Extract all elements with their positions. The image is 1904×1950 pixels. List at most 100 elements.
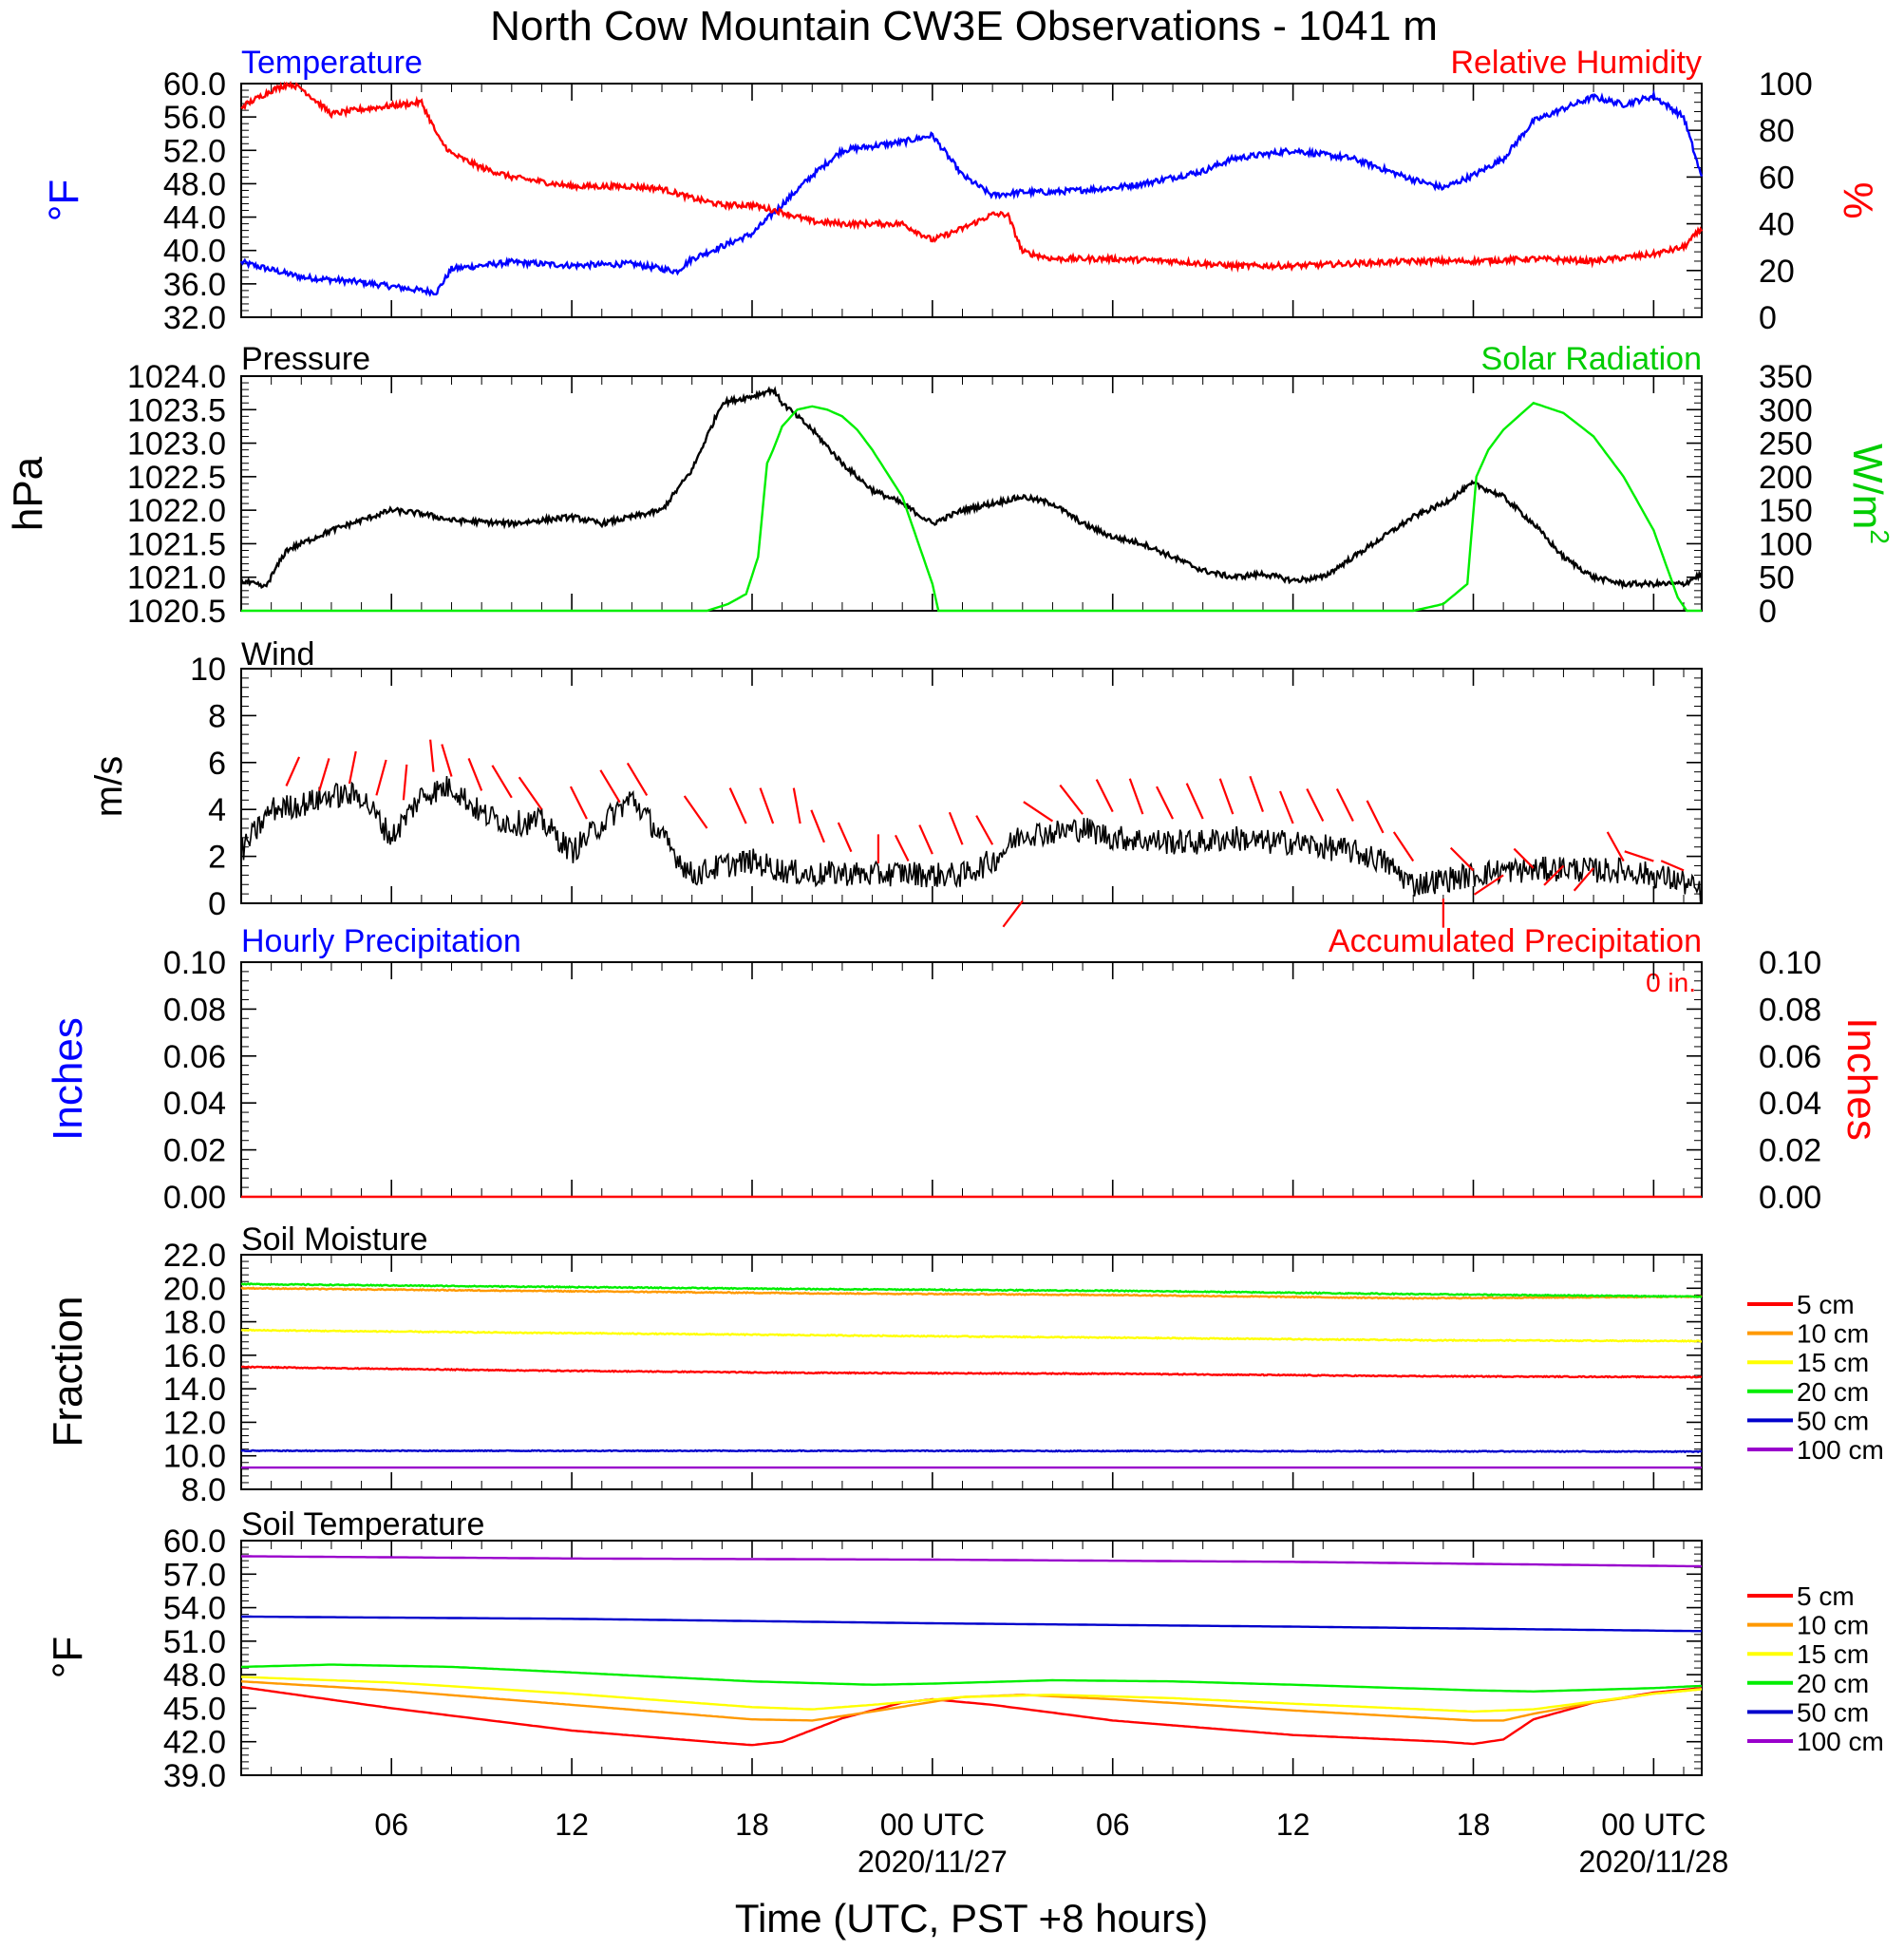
wind-barb bbox=[1513, 847, 1535, 869]
temperature-label: Temperature bbox=[241, 45, 423, 81]
y-tick-label-left: 48.0 bbox=[163, 1657, 226, 1694]
panel-wind-frame bbox=[240, 668, 1703, 904]
legend-label: 50 cm bbox=[1797, 1697, 1869, 1727]
panel-precipitation-frame bbox=[240, 961, 1703, 1198]
legend-label: 20 cm bbox=[1797, 1377, 1869, 1407]
y-tick-label-left: 1023.0 bbox=[127, 426, 226, 463]
wind-barb bbox=[1392, 831, 1415, 862]
y-tick-label-left: 1024.0 bbox=[127, 359, 226, 395]
series-d50 bbox=[241, 1615, 1703, 1633]
y-tick-label-left: 0 bbox=[208, 886, 226, 922]
panel-soil-temperature-frame bbox=[240, 1540, 1703, 1776]
wind-barb bbox=[1449, 846, 1475, 872]
y-tick-label-left: 10.0 bbox=[163, 1439, 226, 1475]
panel-wind: Wind m/s bbox=[88, 636, 1703, 904]
x-tick-label: 06 bbox=[374, 1808, 408, 1842]
y-tick-label-right: 0 bbox=[1759, 594, 1777, 630]
wind-barb bbox=[1023, 801, 1054, 823]
y-tick-label-left: 45.0 bbox=[163, 1691, 226, 1727]
y-tick-label-left: 1020.5 bbox=[127, 594, 226, 630]
panel-temperature-humidity: Temperature Relative Humidity °F % bbox=[41, 45, 1881, 318]
y-tick-label-left: 12.0 bbox=[163, 1405, 226, 1441]
accum-precip-axis-label: Inches bbox=[1838, 1017, 1885, 1141]
legend-label: 100 cm bbox=[1797, 1435, 1884, 1465]
series-d15 bbox=[240, 1675, 1703, 1713]
x-tick-label: 00 UTC bbox=[1601, 1808, 1706, 1842]
soil-moisture-axis-label: Fraction bbox=[45, 1297, 91, 1448]
x-date-label: 2020/11/28 bbox=[1578, 1845, 1728, 1879]
x-date-label: 2020/11/27 bbox=[858, 1845, 1008, 1879]
wind-barb bbox=[518, 776, 543, 810]
legend-label: 10 cm bbox=[1797, 1319, 1869, 1349]
wind-barb bbox=[1660, 860, 1685, 872]
wind-barb bbox=[318, 758, 330, 791]
hourly-precip-axis-label: Inches bbox=[45, 1017, 91, 1141]
wind-barb bbox=[569, 786, 588, 820]
wind-barb bbox=[1573, 867, 1594, 892]
x-tick-label: 12 bbox=[555, 1808, 589, 1842]
pressure-axis-label: hPa bbox=[5, 456, 51, 531]
panel-soil-temperature: Soil Temperature °F bbox=[45, 1506, 1703, 1776]
series-temperature bbox=[239, 88, 1704, 297]
wind-barb bbox=[975, 815, 994, 845]
wind-barb bbox=[837, 822, 853, 853]
y-tick-label-left: 54.0 bbox=[163, 1591, 226, 1627]
panel-temperature-humidity-frame bbox=[240, 83, 1703, 318]
wind-barb bbox=[1278, 790, 1294, 824]
series-humidity bbox=[240, 80, 1704, 274]
series-d10 bbox=[240, 1286, 1703, 1300]
y-tick-label-right: 0.10 bbox=[1759, 945, 1821, 981]
temperature-axis-label: °F bbox=[41, 180, 87, 221]
hourly-precip-label: Hourly Precipitation bbox=[241, 923, 521, 959]
y-tick-label-left: 1022.5 bbox=[127, 460, 226, 496]
y-tick-label-right: 0.04 bbox=[1759, 1086, 1821, 1122]
series-d15 bbox=[240, 1328, 1703, 1343]
y-tick-label-left: 14.0 bbox=[163, 1372, 226, 1408]
wind-barb bbox=[1185, 783, 1204, 820]
wind-barb bbox=[810, 809, 825, 843]
y-tick-label-right: 0 bbox=[1759, 300, 1777, 336]
wind-barb bbox=[1218, 778, 1235, 815]
wind-barb bbox=[894, 834, 910, 862]
humidity-label: Relative Humidity bbox=[1450, 45, 1702, 81]
y-tick-label-left: 1023.5 bbox=[127, 392, 226, 428]
wind-barb bbox=[1059, 784, 1084, 815]
y-tick-label-left: 44.0 bbox=[163, 200, 226, 237]
wind-barb bbox=[1366, 800, 1385, 834]
y-tick-label-right: 350 bbox=[1759, 359, 1813, 395]
humidity-axis-label: % bbox=[1835, 181, 1881, 218]
y-tick-label-right: 150 bbox=[1759, 493, 1813, 529]
y-tick-label-left: 20.0 bbox=[163, 1271, 226, 1307]
legend-label: 5 cm bbox=[1797, 1290, 1855, 1319]
x-tick-label: 18 bbox=[735, 1808, 769, 1842]
y-tick-label-left: 1021.5 bbox=[127, 526, 226, 562]
wind-barb bbox=[1249, 775, 1265, 813]
y-tick-label-left: 60.0 bbox=[163, 66, 226, 103]
y-tick-label-left: 60.0 bbox=[163, 1524, 226, 1560]
y-tick-label-left: 8.0 bbox=[181, 1472, 226, 1508]
panel-soil-moisture-frame bbox=[240, 1254, 1703, 1490]
panel-precipitation: Hourly Precipitation Accumulated Precipi… bbox=[45, 923, 1885, 1198]
y-tick-label-left: 22.0 bbox=[163, 1238, 226, 1274]
y-tick-label-left: 36.0 bbox=[163, 267, 226, 303]
wind-barb bbox=[1335, 788, 1354, 823]
series-d20 bbox=[240, 1663, 1703, 1694]
y-tick-label-left: 0.04 bbox=[163, 1086, 226, 1122]
wind-barb bbox=[626, 762, 649, 796]
wind-barb bbox=[1624, 850, 1654, 862]
legend-label: 20 cm bbox=[1797, 1669, 1869, 1698]
y-tick-label-left: 16.0 bbox=[163, 1338, 226, 1374]
series-d20 bbox=[240, 1282, 1703, 1298]
wind-barb bbox=[429, 739, 435, 772]
y-tick-label-right: 0.08 bbox=[1759, 992, 1821, 1028]
legend-label: 5 cm bbox=[1797, 1581, 1855, 1611]
series-d5 bbox=[240, 1685, 1703, 1747]
solar-axis-exponent: 2 bbox=[1865, 529, 1895, 544]
y-tick-label-left: 8 bbox=[208, 698, 226, 734]
wind-barb bbox=[1095, 779, 1114, 813]
wind-barb bbox=[948, 811, 964, 845]
wind-barb bbox=[1128, 778, 1144, 815]
y-tick-label-left: 1022.0 bbox=[127, 493, 226, 529]
y-tick-label-left: 56.0 bbox=[163, 100, 226, 136]
